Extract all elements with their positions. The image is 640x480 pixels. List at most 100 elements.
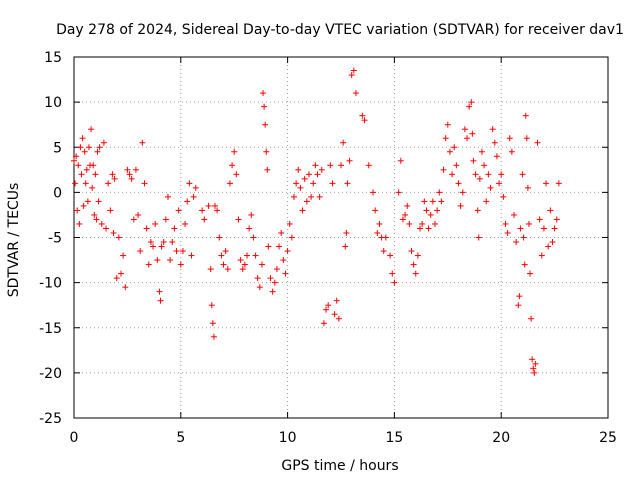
data-point [93,216,100,223]
data-point [449,171,456,178]
data-point [380,248,387,255]
data-point [199,207,206,214]
data-point [524,184,531,191]
axes [73,56,609,419]
data-point [543,180,550,187]
tick-labels: 0 5 10 15 20 25 -25 -20 -15 -10 -5 0 5 10 15 [39,50,617,446]
data-point [427,211,434,218]
data-point [81,148,88,155]
data-point [182,220,189,227]
data-point [262,121,269,128]
data-point [391,279,398,286]
data-point [211,202,218,209]
data-point [210,333,217,340]
data-point [233,171,240,178]
data-point [291,193,298,200]
data-point [113,275,120,282]
data-point [468,99,475,106]
data-point [325,302,332,309]
y-tick-label: -15 [39,321,62,337]
data-point [344,180,351,187]
data-point [111,175,118,182]
data-point [436,189,443,196]
data-point [483,198,490,205]
data-point [79,135,86,142]
data-point [478,148,485,155]
data-point [261,103,268,110]
y-tick-label: 15 [44,50,62,66]
data-point [229,162,236,169]
data-point [109,171,116,178]
data-point [342,243,349,250]
data-point [348,72,355,79]
data-point [551,225,558,232]
data-point [522,112,529,119]
data-point [115,234,122,241]
data-point [145,261,152,268]
data-point [365,162,372,169]
data-point [372,207,379,214]
data-point [76,220,83,227]
data-point [303,198,310,205]
data-point [299,207,306,214]
data-point [516,293,523,300]
data-point [414,252,421,259]
data-point [209,320,216,327]
data-point [141,180,148,187]
data-point [164,193,171,200]
data-point [305,171,312,178]
data-point [387,252,394,259]
data-point [472,171,479,178]
data-point [338,162,344,169]
data-point [120,252,127,259]
data-point [399,216,406,223]
data-point [91,211,98,218]
data-point [508,148,515,155]
data-point [491,139,498,146]
data-point [301,175,308,182]
data-point [553,216,560,223]
data-point [156,288,163,295]
data-point [476,175,483,182]
data-point [474,207,481,214]
data-point [361,117,368,124]
data-point [314,171,321,178]
data-point [498,171,505,178]
data-point [231,148,238,155]
data-point [77,144,84,151]
data-point [417,225,424,232]
data-point [540,225,547,232]
data-point [280,257,287,264]
data-point [410,261,417,268]
data-point [461,126,468,133]
data-point [105,180,112,187]
data-point [530,365,537,372]
data-point [513,239,520,246]
x-tick-label: 0 [70,430,79,446]
data-point [171,225,178,232]
data-point [312,162,319,169]
data-point [132,166,139,173]
data-point [519,171,526,178]
data-point [126,171,133,178]
data-point [549,239,556,246]
data-point [82,180,89,187]
data-point [267,275,274,282]
data-point [295,166,302,173]
data-point [527,270,534,277]
data-point [157,297,164,304]
x-axis-label: GPS time / hours [281,458,398,474]
data-point [402,211,409,218]
data-point [545,243,552,250]
data-point [265,243,272,250]
data-point [107,207,114,214]
data-point [429,198,436,205]
data-point [214,207,221,214]
data-point [293,180,300,187]
data-point [263,148,270,155]
data-point [515,302,522,309]
data-point [397,157,404,164]
data-point [423,207,430,214]
data-point [237,257,244,264]
